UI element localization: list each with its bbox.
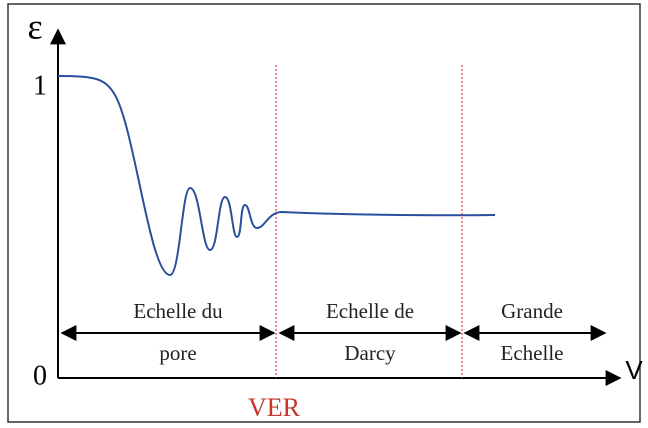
region-label: Echelle [501,341,564,365]
x-axis-label: V [625,355,643,385]
y-axis-label: ε [27,6,42,46]
region-label: Echelle du [133,299,223,323]
ver-label: VER [248,393,301,422]
frame [7,3,641,423]
region-label: pore [159,341,196,365]
y-tick-label: 1 [33,70,47,101]
y-tick-label: 0 [33,360,47,391]
porosity-curve [57,75,496,277]
region-label: Grande [501,299,563,323]
region-label: Echelle de [326,299,414,323]
region-label: Darcy [344,341,396,365]
